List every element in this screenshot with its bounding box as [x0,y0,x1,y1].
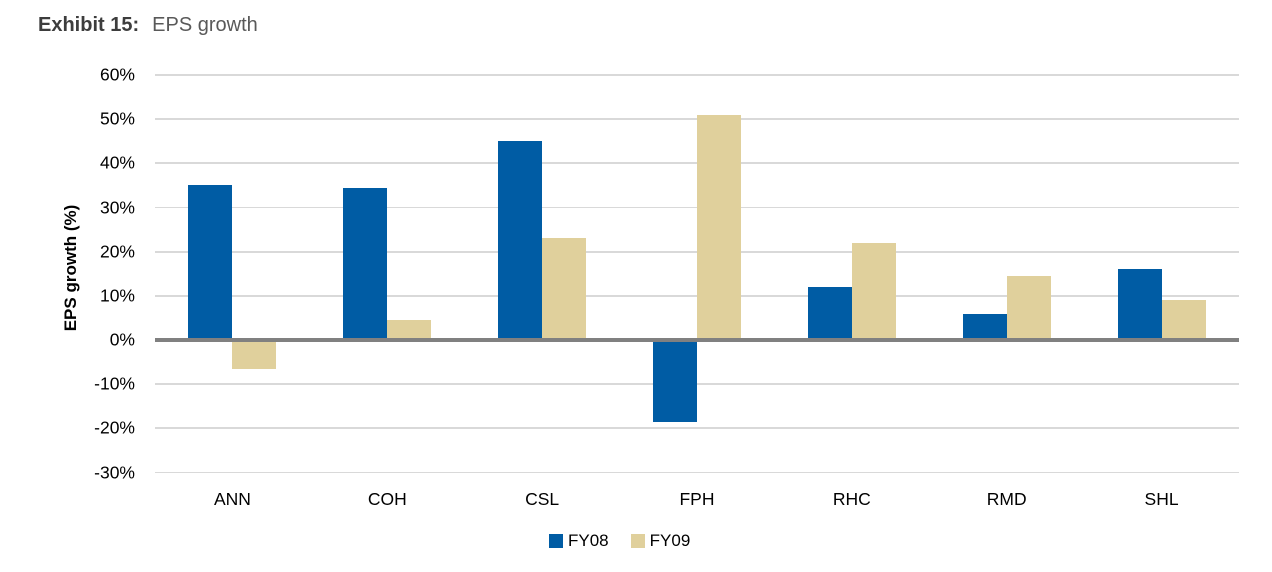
gridline--20 [155,427,1239,430]
y-tick-label-40: 40% [99,152,135,173]
y-tick-label-20: 20% [99,241,135,262]
category-label-ann: ANN [213,489,251,509]
y-axis-title: EPS growth (%) [61,204,80,332]
bar-fy08-rmd [962,313,1007,340]
exhibit-label: Exhibit 15: [38,14,140,36]
legend-label-fy08: FY08 [568,531,609,550]
y-tick-label--10: -10% [94,373,135,394]
bar-fy08-shl [1117,269,1162,340]
bar-fy09-rmd [1006,275,1051,340]
legend-swatch-fy08-icon [549,534,563,548]
gridline-60 [155,74,1239,76]
legend-entry-fy08: FY08 [549,531,609,551]
bar-fy08-rhc [807,287,852,340]
category-label-rmd: RMD [986,489,1027,509]
y-tick-label-10: 10% [99,285,135,306]
y-tick-label--30: -30% [94,462,135,482]
bar-fy08-csl [498,141,543,340]
bar-fy09-csl [542,238,587,340]
bar-fy09-rhc [851,242,896,340]
bar-fy08-ann [188,185,233,340]
exhibit-title: Exhibit 15: EPS growth [38,12,258,38]
legend-swatch-fy09-icon [630,534,645,548]
category-label-csl: CSL [525,489,560,509]
y-tick-label-0: 0% [109,329,135,350]
bar-fy09-shl [1161,300,1206,340]
category-label-fph: FPH [679,489,715,509]
y-tick-label-50: 50% [99,108,135,129]
bar-fy09-coh [387,320,432,340]
chart-title-text: EPS growth [152,14,258,36]
legend-label-fy09: FY09 [649,531,691,550]
y-tick-label-30: 30% [99,197,135,217]
zero-axis-line [155,338,1239,342]
category-label-rhc: RHC [832,489,871,509]
bar-fy08-coh [343,187,388,340]
y-tick-label-60: 60% [99,64,135,85]
y-tick-label--20: -20% [94,417,135,438]
gridline--10 [155,383,1239,385]
bar-fy08-fph [653,340,697,422]
gridline--30 [155,471,1239,474]
category-label-coh: COH [367,489,407,509]
legend-entry-fy09: FY09 [630,531,691,551]
bar-fy09-ann [232,340,277,369]
category-label-shl: SHL [1144,489,1179,509]
bar-fy09-fph [697,114,741,340]
legend: FY08 FY09 [549,531,712,551]
